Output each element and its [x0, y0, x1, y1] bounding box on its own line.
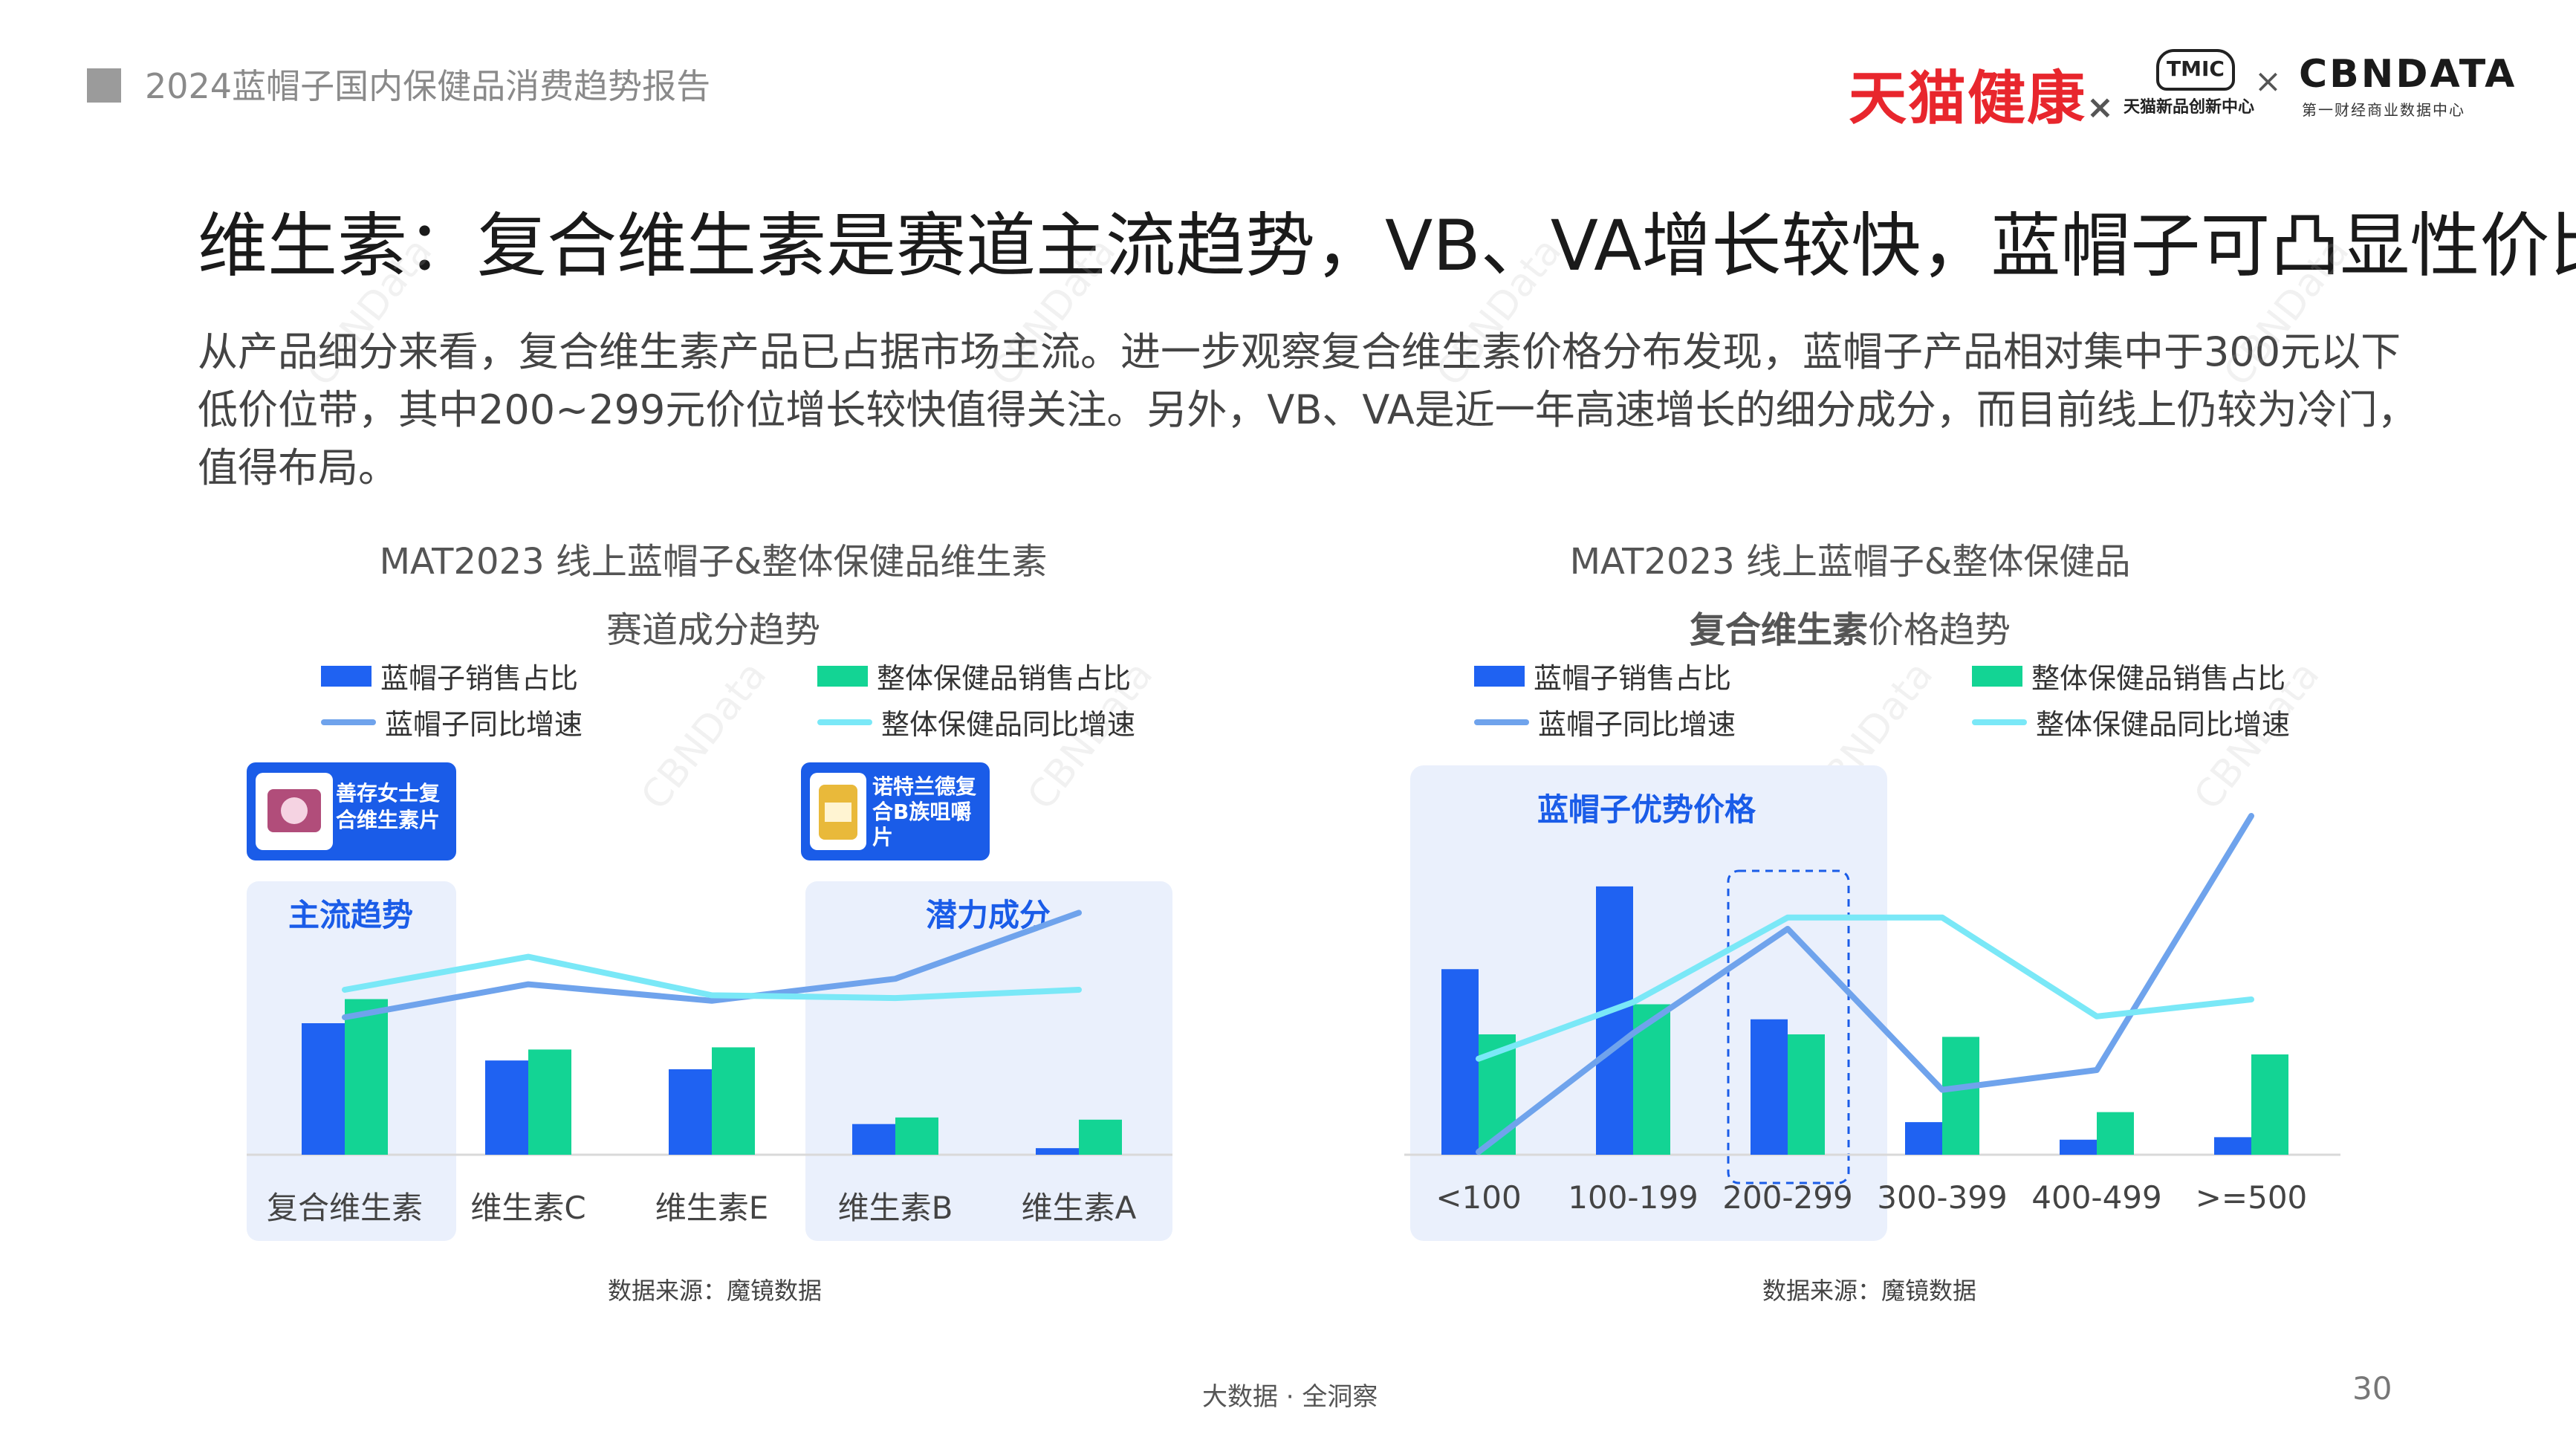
legend-item-line2: 整体保健品同比增速: [1972, 701, 2290, 742]
product-tag-right: 诺特兰德复合B族咀嚼片: [801, 762, 990, 860]
legend-item-bar2: 整体保健品销售占比: [1972, 655, 2285, 696]
legend-swatch: [817, 665, 868, 687]
legend-item-bar2: 整体保健品销售占比: [817, 655, 1131, 696]
line-overall-growth: [342, 953, 1082, 1002]
bar-bluehat: [485, 1060, 528, 1155]
bar-overall: [712, 1047, 755, 1155]
legend-swatch: [817, 719, 872, 725]
bar-bluehat: [669, 1069, 712, 1155]
chart1-title-line1: MAT2023 线上蓝帽子&整体保健品维生素: [379, 541, 1048, 583]
chart1-svg: 主流趋势 潜力成分 善存女士复合维生素片 诺特兰德复合B族咀嚼片 复合维生素 维生…: [247, 762, 1172, 1241]
highlight-advantage: [1410, 765, 1887, 1241]
tag-right-text: 诺特兰德复合B族咀嚼片: [872, 774, 977, 849]
legend-swatch: [1474, 719, 1529, 725]
bar-bluehat: [302, 1023, 345, 1155]
times-icon: ×: [2254, 62, 2282, 100]
bar-overall: [895, 1117, 938, 1155]
x-tick-label: 100-199: [1568, 1179, 1699, 1216]
bar-overall: [1079, 1119, 1122, 1155]
bar-bluehat: [2060, 1139, 2097, 1155]
highlight-right-label: 潜力成分: [926, 897, 1051, 933]
chart2-source: 数据来源：魔镜数据: [1762, 1277, 1977, 1305]
legend-swatch: [1972, 665, 2022, 687]
x-tick-label: >=500: [2196, 1179, 2308, 1216]
x-tick-label: <100: [1435, 1179, 1521, 1216]
tmic-logo: TMIC: [2156, 49, 2235, 91]
tmic-subtitle: 天猫新品创新中心: [2124, 98, 2255, 117]
bar-overall: [1942, 1037, 1979, 1155]
chart2-title-line1: MAT2023 线上蓝帽子&整体保健品: [1569, 541, 2131, 583]
page-title: 维生素：复合维生素是赛道主流趋势，VB、VA增长较快，蓝帽子可凸显性价比: [198, 206, 2576, 287]
highlight-left-label: 主流趋势: [288, 897, 413, 933]
bar-bluehat: [1905, 1122, 1942, 1155]
cbndata-logo: CBNDATA: [2299, 52, 2517, 97]
line-bluehat-growth: [1476, 813, 2254, 1155]
bar-overall: [345, 999, 388, 1155]
bar-overall: [2251, 1054, 2288, 1155]
chart2-svg: 蓝帽子优势价格 <100 100-199 200-299 300-399 400-499…: [1404, 765, 2340, 1241]
bar-bluehat: [1596, 886, 1633, 1155]
x-tick-label: 200-299: [1722, 1179, 1853, 1216]
bar-bluehat: [1036, 1148, 1079, 1155]
x-tick-label: 维生素B: [838, 1190, 953, 1226]
x-tick-label: 维生素C: [470, 1190, 585, 1226]
bar-overall: [2097, 1112, 2134, 1155]
legend-item-bar1: 蓝帽子销售占比: [321, 655, 578, 696]
line-overall-growth: [1476, 914, 2254, 1062]
bar-bluehat: [1751, 1019, 1788, 1155]
x-tick-label: 维生素E: [655, 1190, 769, 1226]
legend-item-bar1: 蓝帽子销售占比: [1474, 655, 1731, 696]
tmall-health-logo: 天猫健康×: [1849, 65, 2115, 132]
cbndata-subtitle: 第一财经商业数据中心: [2302, 101, 2465, 119]
highlight-dashed-box: [1727, 869, 1850, 1184]
bar-bluehat: [2214, 1137, 2251, 1155]
bar-overall: [528, 1049, 571, 1155]
tag-left-text: 善存女士复合维生素片: [336, 781, 441, 832]
legend-swatch: [1972, 719, 2027, 725]
legend-item-line1: 蓝帽子同比增速: [321, 701, 583, 742]
x-tick-label: 400-499: [2031, 1179, 2162, 1216]
header-square-icon: [87, 68, 121, 103]
x-tick-label: 维生素A: [1022, 1190, 1137, 1226]
x-tick-label: 300-399: [1877, 1179, 2008, 1216]
legend-swatch: [1474, 665, 1525, 687]
x-tick-label: 复合维生素: [267, 1190, 423, 1226]
chart2-title-line2: 复合维生素价格趋势: [1689, 609, 2011, 651]
line-bluehat-growth: [342, 910, 1082, 1020]
chart1-title-line2: 赛道成分趋势: [606, 609, 820, 651]
highlight-right: [805, 881, 1172, 1241]
bar-overall: [1788, 1034, 1825, 1155]
bar-bluehat: [1441, 969, 1479, 1155]
legend-swatch: [321, 665, 372, 687]
report-title: 2024蓝帽子国内保健品消费趋势报告: [145, 66, 711, 106]
product-tag-left: 善存女士复合维生素片: [247, 762, 456, 860]
legend-swatch: [321, 719, 376, 725]
highlight-advantage-label: 蓝帽子优势价格: [1537, 791, 1756, 828]
page-number: 30: [2352, 1370, 2392, 1407]
times-icon: ×: [2086, 88, 2115, 126]
legend-item-line1: 蓝帽子同比增速: [1474, 701, 1736, 742]
legend-item-line2: 整体保健品同比增速: [817, 701, 1135, 742]
bar-bluehat: [852, 1124, 895, 1155]
footer-slogan: 大数据 · 全洞察: [1202, 1382, 1378, 1412]
intro-paragraph: 从产品细分来看，复合维生素产品已占据市场主流。进一步观察复合维生素价格分布发现，…: [198, 328, 2418, 491]
chart1-source: 数据来源：魔镜数据: [608, 1277, 823, 1305]
